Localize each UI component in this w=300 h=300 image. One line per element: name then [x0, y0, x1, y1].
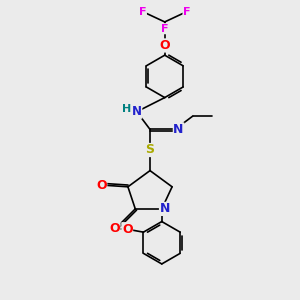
Text: F: F	[183, 7, 190, 16]
Text: H: H	[122, 104, 131, 114]
Text: O: O	[110, 222, 120, 236]
Text: F: F	[161, 24, 169, 34]
Text: S: S	[146, 143, 154, 157]
Text: F: F	[139, 7, 146, 16]
Text: N: N	[173, 123, 184, 136]
Text: O: O	[159, 39, 170, 52]
Text: O: O	[96, 179, 107, 192]
Text: N: N	[132, 105, 142, 118]
Text: N: N	[160, 202, 170, 215]
Text: O: O	[122, 223, 133, 236]
